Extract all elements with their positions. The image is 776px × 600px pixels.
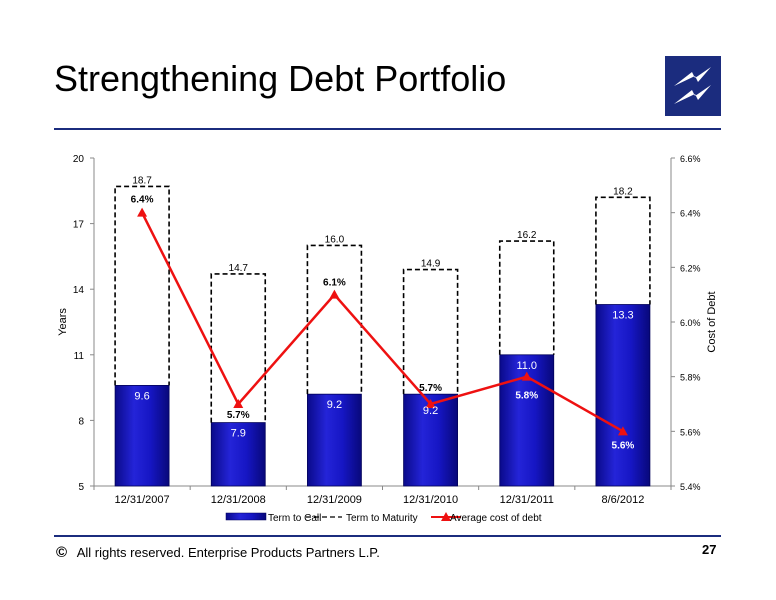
- y2-tick-label: 6.4%: [680, 209, 701, 219]
- y-tick-label: 5: [78, 482, 84, 493]
- average-cost-label: 5.7%: [227, 410, 250, 421]
- y2-tick-label: 6.6%: [680, 154, 701, 164]
- average-cost-marker: [137, 207, 148, 217]
- term-to-call-label: 9.2: [327, 399, 342, 411]
- term-to-maturity-label: 14.7: [229, 263, 249, 274]
- legend-marker-average-cost: [441, 512, 451, 521]
- term-to-maturity-label: 16.2: [517, 230, 537, 241]
- term-to-call-bar: [210, 422, 266, 487]
- average-cost-marker: [233, 399, 244, 408]
- x-tick-label: 12/31/2009: [307, 494, 362, 506]
- y-axis-title: Years: [57, 308, 69, 336]
- average-cost-label: 6.4%: [131, 195, 154, 206]
- average-cost-marker: [329, 289, 340, 299]
- term-to-call-bar: [307, 393, 362, 487]
- term-to-maturity-outline: [595, 196, 651, 305]
- term-to-call-label: 7.9: [231, 428, 246, 440]
- chart-axes: 5 8 11 14 17 20 5.4% 5.6% 5.8% 6.0% 6.2% 6.4% 6.6% 12…: [57, 154, 718, 506]
- term-to-call-label: 9.2: [423, 405, 438, 417]
- average-cost-label: 5.7%: [419, 383, 442, 394]
- copyright-symbol: ©: [56, 544, 68, 561]
- legend-label-term-to-maturity: Term to Maturity: [346, 513, 418, 524]
- term-to-maturity-outline: [306, 244, 363, 395]
- term-to-call-label: 13.3: [612, 310, 633, 322]
- term-to-call-bar: [403, 393, 458, 487]
- x-tick-label: 12/31/2011: [500, 494, 554, 506]
- term-to-maturity-label: 16.0: [325, 234, 345, 245]
- legend-swatch-term-to-call: [225, 512, 267, 521]
- y-tick-label: 20: [73, 154, 85, 165]
- average-cost-label: 5.8%: [515, 391, 538, 402]
- average-cost-label: 6.1%: [323, 278, 346, 289]
- average-cost-marker: [521, 371, 532, 381]
- term-to-maturity-label: 18.2: [613, 186, 633, 197]
- footer-copyright: © All rights reserved. Enterprise Produc…: [56, 544, 380, 561]
- average-cost-line: [140, 212, 624, 433]
- bars-layer: [114, 185, 651, 487]
- y-tick-label: 11: [74, 351, 85, 362]
- page-number: 27: [702, 542, 717, 557]
- y2-tick-label: 5.6%: [680, 427, 701, 437]
- y2-tick-label: 6.2%: [680, 263, 701, 273]
- footer-text: All rights reserved. Enterprise Products…: [76, 545, 380, 560]
- labels-layer: 9.6 7.9 9.2 9.2 11.0 13.3 18.7 14.7 16.0 14.9 16.2…: [131, 175, 635, 451]
- term-to-maturity-outline: [498, 240, 555, 355]
- y2-tick-label: 5.4%: [680, 482, 701, 492]
- term-to-maturity-label: 14.9: [421, 259, 441, 270]
- y-tick-label: 17: [73, 220, 85, 231]
- x-tick-label: 8/6/2012: [602, 494, 645, 506]
- y2-tick-label: 5.8%: [680, 373, 701, 383]
- chart-legend: Term to Call Term to Maturity Average cost…: [225, 512, 542, 524]
- term-to-call-label: 9.6: [134, 390, 149, 402]
- term-to-maturity-label: 18.7: [132, 175, 152, 186]
- company-logo: [665, 56, 721, 116]
- x-tick-label: 12/31/2010: [403, 494, 458, 506]
- legend-label-term-to-call: Term to Call: [268, 513, 321, 524]
- legend-label-average-cost: Average cost of debt: [450, 513, 542, 524]
- header-divider: [54, 128, 721, 130]
- y-tick-label: 8: [78, 416, 84, 427]
- y-tick-label: 14: [73, 285, 85, 296]
- x-tick-label: 12/31/2008: [211, 494, 266, 506]
- line-layer: [137, 207, 628, 436]
- average-cost-marker: [425, 399, 436, 408]
- term-to-call-bar: [114, 385, 170, 487]
- footer-divider: [54, 535, 721, 537]
- average-cost-label: 5.6%: [612, 440, 635, 451]
- x-tick-label: 12/31/2007: [115, 494, 170, 506]
- term-to-call-label: 11.0: [516, 360, 537, 372]
- average-cost-marker: [617, 426, 628, 436]
- term-to-call-bar: [595, 304, 651, 487]
- term-to-maturity-outline: [402, 268, 459, 395]
- y2-tick-label: 6.0%: [680, 318, 701, 328]
- y2-axis-title: Cost of Debt: [706, 291, 718, 352]
- page-title: Strengthening Debt Portfolio: [54, 58, 507, 99]
- term-to-maturity-outline: [114, 185, 170, 386]
